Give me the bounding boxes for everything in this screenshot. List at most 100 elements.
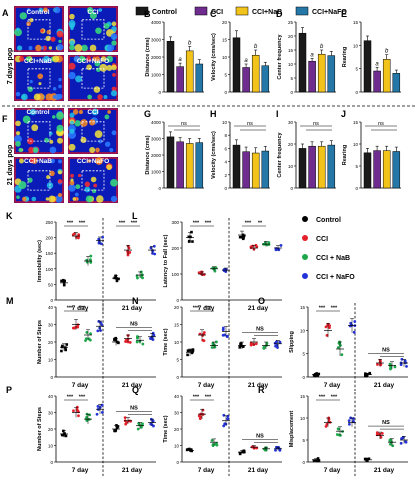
chart-o-y-tick-label: 0 bbox=[302, 375, 305, 380]
chart-p-sig-stars: *** bbox=[67, 395, 74, 401]
heatmap-f-nab-blob bbox=[46, 175, 50, 179]
heatmap-f-nab-blob bbox=[27, 177, 33, 183]
chart-d-bar bbox=[317, 53, 326, 93]
heatmap-a-control-blob bbox=[38, 7, 44, 13]
heatmap-f-control-blob bbox=[14, 135, 22, 143]
chart-e-bar bbox=[363, 40, 372, 93]
chart-n-data-point bbox=[212, 343, 216, 347]
chart-c-sig-mark: b bbox=[254, 44, 258, 50]
heatmap-a-nab-blob bbox=[43, 55, 50, 63]
chart-o-y-tick-label: 5 bbox=[302, 352, 305, 357]
chart-h-y-tick-label: 10 bbox=[222, 120, 228, 125]
chart-k-data-point bbox=[136, 276, 139, 280]
heatmap-label-nab-21: CCI+NaB bbox=[24, 158, 52, 165]
chart-i-bar bbox=[317, 145, 326, 189]
heatmap-label-nab: CCI+NaB bbox=[24, 58, 52, 65]
heatmap-f-nab-blob bbox=[57, 179, 63, 184]
chart-o: O 0 5 10 15 Slipping 7 day *** *** 21 day NS bbox=[258, 296, 408, 391]
chart-r-data-point bbox=[347, 419, 351, 423]
chart-m-data-point bbox=[152, 333, 156, 337]
chart-p-y-label: Number of Steps bbox=[37, 407, 43, 451]
heatmap-f-nab-blob bbox=[31, 196, 37, 202]
heatmap-f-control-blob bbox=[52, 115, 56, 119]
chart-q-data-point bbox=[199, 415, 203, 419]
heatmap-label-nafo-21: CCI+NaFO bbox=[77, 158, 109, 165]
chart-h-ns-label: ns bbox=[247, 121, 253, 127]
heatmap-a-control-center-zone bbox=[27, 19, 51, 40]
heatmap-f-nafo-blob bbox=[84, 186, 91, 193]
chart-r-sig-stars: *** bbox=[319, 395, 326, 401]
chart-m-y-label: Number of Steps bbox=[37, 320, 43, 364]
chart-p-data-point bbox=[137, 421, 141, 425]
chart-m-y-tick-label: 10 bbox=[48, 358, 54, 363]
chart-k-letter: K bbox=[6, 211, 13, 221]
chart-k-data-point bbox=[63, 279, 66, 283]
side-legend-nafo: CCI + NaFO bbox=[316, 274, 355, 281]
heatmap-a-nafo-blob bbox=[111, 86, 117, 92]
chart-r-data-point bbox=[337, 427, 340, 431]
heatmap-f-control-blob bbox=[29, 108, 37, 116]
heatmap-f-control-blob bbox=[31, 124, 39, 132]
panel-letter-f: F bbox=[2, 114, 8, 124]
chart-k-data-point bbox=[89, 254, 93, 258]
chart-r-data-point bbox=[404, 440, 408, 444]
chart-r-y-tick-label: 5 bbox=[302, 438, 305, 443]
chart-o-data-point bbox=[363, 374, 367, 378]
chart-q-x-group-label: 7 day bbox=[198, 467, 215, 474]
chart-n-data-point bbox=[221, 333, 225, 337]
heatmap-a-control-blob bbox=[43, 7, 48, 13]
heatmap-f-control-blob bbox=[56, 124, 64, 132]
chart-b-y-tick-label: 4000 bbox=[151, 20, 162, 25]
heatmap-a-cci-blob bbox=[87, 6, 94, 14]
heatmap-a-nafo-blob bbox=[112, 72, 116, 77]
heatmap-a-nab-blob bbox=[52, 55, 60, 63]
heatmap-f-nab bbox=[14, 157, 64, 203]
chart-n-data-point bbox=[262, 346, 266, 350]
heatmap-f-cci-blob bbox=[68, 130, 76, 139]
chart-d-sig-mark: a bbox=[310, 52, 314, 58]
chart-n-x-group-label: 7 day bbox=[198, 382, 215, 389]
chart-q-data-point bbox=[210, 438, 214, 442]
chart-k-sig-stars: *** bbox=[67, 221, 74, 227]
chart-k-data-point bbox=[89, 261, 93, 264]
chart-o-letter: O bbox=[258, 296, 265, 306]
chart-g-y-tick-label: 2000 bbox=[151, 153, 162, 158]
heatmap-f-cci-blob bbox=[107, 110, 112, 114]
chart-m-y-tick-label: 30 bbox=[48, 323, 54, 328]
heatmap-a-nab-center-zone bbox=[27, 68, 51, 89]
chart-n-data-point bbox=[241, 345, 245, 348]
chart-m-data-point bbox=[64, 348, 68, 352]
heatmap-a-cci-blob bbox=[111, 21, 117, 27]
chart-p-sig-stars: *** bbox=[79, 395, 86, 401]
chart-c-y-label: Velocity (cms/sec) bbox=[211, 33, 217, 81]
heatmap-a-nafo-blob bbox=[75, 75, 83, 83]
heatmap-f-control-blob bbox=[49, 139, 54, 144]
heatmap-a-nafo-blob bbox=[103, 95, 108, 99]
chart-p-data-point bbox=[95, 412, 99, 416]
chart-r-data-point bbox=[376, 432, 380, 436]
chart-p-y-tick-label: 20 bbox=[48, 427, 54, 432]
heatmap-f-cci-center-zone bbox=[81, 121, 105, 142]
chart-p-data-point bbox=[85, 415, 89, 419]
side-legend-nab: CCI + NaB bbox=[316, 255, 350, 262]
chart-o-ns-label: NS bbox=[382, 347, 390, 353]
heatmap-a-cci-blob bbox=[81, 44, 88, 52]
heatmap-a-cci-blob bbox=[98, 8, 103, 12]
chart-c: C 0 5 10 15 20 Velocity (cms/sec) a b bbox=[210, 9, 270, 95]
chart-m-data-point bbox=[99, 329, 102, 332]
chart-m-y-tick-label: 0 bbox=[50, 375, 53, 380]
heatmap-a-nafo-blob bbox=[87, 94, 93, 100]
heatmap-f-control-center-zone bbox=[27, 121, 51, 142]
chart-q-y-tick-label: 10 bbox=[174, 444, 180, 449]
chart-q-data-point bbox=[242, 449, 246, 453]
heatmap-f-nafo bbox=[68, 157, 118, 203]
legend-cci-nafo: CCI+NaFO bbox=[312, 9, 347, 16]
heatmap-a-control-blob bbox=[45, 35, 51, 42]
heatmap-a-nafo-border bbox=[68, 55, 118, 101]
heatmap-f-nafo-blob bbox=[84, 181, 91, 187]
chart-n-data-point bbox=[189, 349, 192, 352]
chart-b: B 0 1000 2000 3000 4000 Distance (cms) a b bbox=[144, 9, 204, 95]
heatmap-a-control-blob bbox=[35, 44, 42, 52]
chart-g-bar bbox=[185, 143, 194, 189]
chart-q-data-point bbox=[226, 417, 230, 421]
